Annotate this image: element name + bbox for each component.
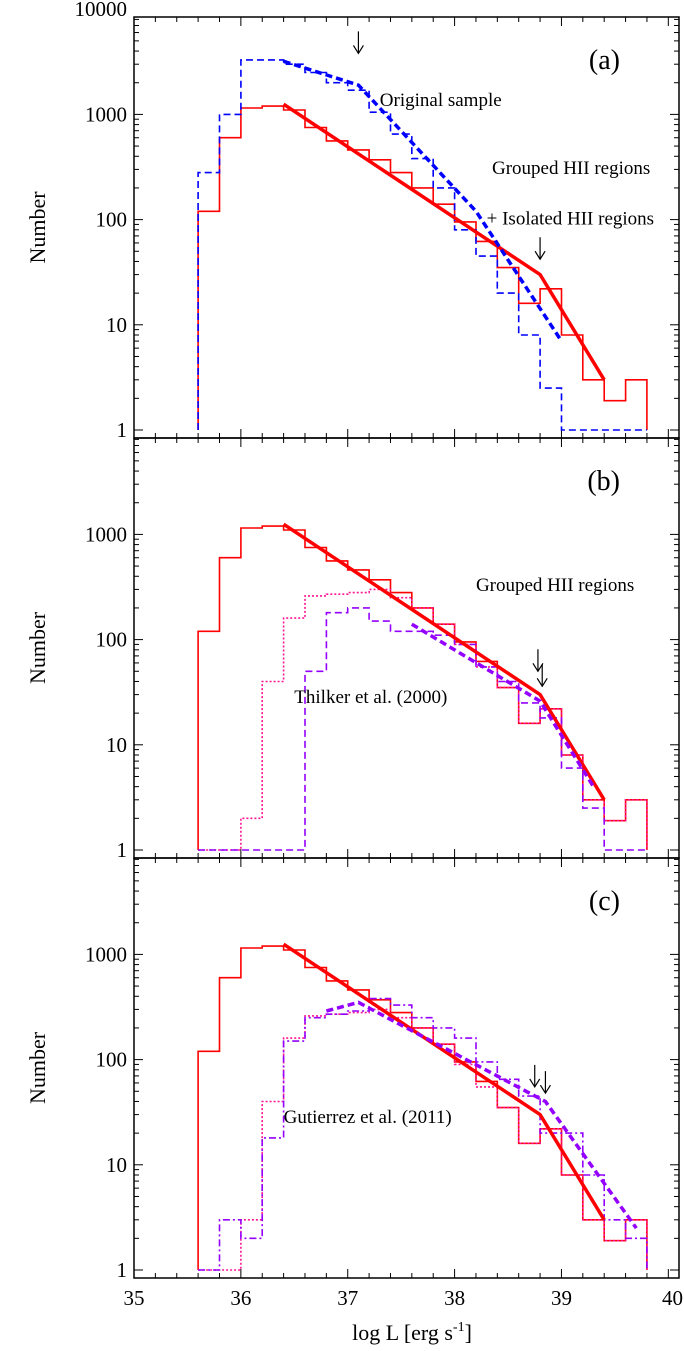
histogram-series [198, 997, 648, 1271]
y-axis-label: Number [25, 191, 50, 264]
panel-label: (a) [589, 45, 620, 76]
x-tick-label: 38 [444, 1286, 465, 1310]
annotation-label: Grouped HII regions [476, 575, 634, 596]
fit-line [410, 622, 595, 788]
panel-label: (c) [589, 886, 620, 917]
annotation-label: Gutierrez et al. (2011) [284, 1107, 452, 1128]
annotation-label: Original sample [380, 90, 502, 111]
y-tick-label: 100 [96, 208, 128, 232]
annotation-label: Grouped HII regions [492, 158, 650, 179]
y-tick-label: 1 [117, 418, 128, 442]
panel-a: 1 10 100 1000 10000 Number (a) Original sample G… [25, 0, 680, 442]
y-tick-label: 1 [117, 838, 128, 862]
fit-line [282, 102, 606, 381]
fit-line [282, 942, 606, 1221]
fit-line [283, 59, 563, 343]
x-tick-label: 40 [662, 1286, 683, 1310]
y-tick-label: 1000 [85, 942, 127, 966]
annotation-label: + Isolated HII regions [487, 208, 654, 229]
fit-line [325, 1000, 638, 1230]
arrow-head [352, 45, 364, 55]
arrow-head [529, 1078, 541, 1089]
arrow-head [536, 677, 548, 688]
y-axis-label: Number [25, 611, 50, 684]
y-tick-label: 10 [106, 1153, 127, 1177]
y-tick-label: 10 [106, 313, 127, 337]
panel-c: 1 10 100 1000 Number 35 36 37 38 39 40 (c) Gutierrez… [25, 857, 683, 1310]
panel-b: 1 10 100 1000 Number (b) Grouped HII regions Th… [25, 437, 680, 862]
histogram-series [198, 607, 647, 851]
x-axis-label: log L [erg s-1] [352, 1320, 472, 1345]
fit-line [282, 522, 606, 801]
y-tick-label: 10000 [75, 0, 128, 21]
x-tick-label: 37 [337, 1286, 358, 1310]
arrow-head [539, 1084, 551, 1095]
panel-label: (b) [587, 466, 620, 497]
x-tick-label: 35 [124, 1286, 145, 1310]
annotation-label: Thilker et al. (2000) [294, 687, 447, 708]
plot-frame [133, 437, 680, 859]
histogram-series [198, 588, 648, 851]
arrow-head [532, 662, 544, 673]
y-tick-label: 100 [96, 628, 128, 652]
histogram-series [198, 1008, 648, 1271]
x-tick-label: 36 [230, 1286, 251, 1310]
arrow-head [534, 250, 546, 261]
y-tick-label: 1000 [85, 522, 127, 546]
x-tick-label: 39 [551, 1286, 572, 1310]
y-tick-label: 1 [117, 1258, 128, 1282]
y-tick-label: 1000 [85, 102, 127, 126]
histogram-series [197, 59, 647, 431]
y-axis-label: Number [25, 1031, 50, 1104]
y-tick-label: 10 [106, 733, 127, 757]
histogram-series [197, 105, 648, 430]
y-tick-label: 100 [96, 1048, 128, 1072]
plot-frame [133, 857, 680, 1279]
